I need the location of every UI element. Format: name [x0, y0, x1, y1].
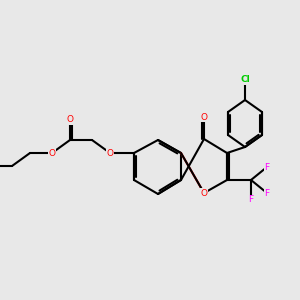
Text: O: O — [200, 188, 208, 197]
Text: F: F — [264, 163, 270, 172]
Text: O: O — [67, 116, 73, 124]
Text: O: O — [200, 112, 208, 122]
Text: O: O — [49, 148, 56, 158]
Text: F: F — [264, 188, 270, 197]
Text: O: O — [106, 148, 113, 158]
Text: Cl: Cl — [240, 76, 250, 85]
Text: F: F — [248, 196, 253, 205]
